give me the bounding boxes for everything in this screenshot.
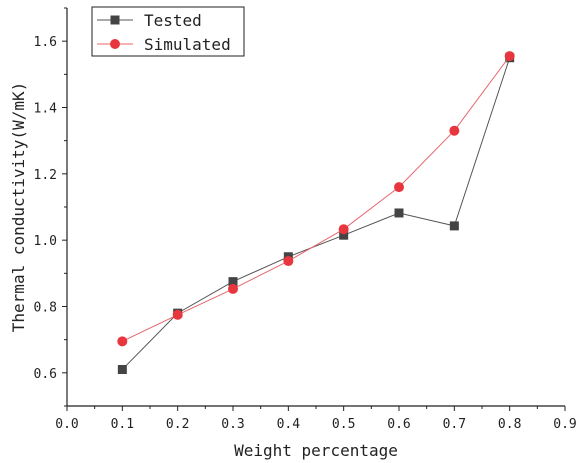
x-axis-title: Weight percentage: [234, 441, 398, 460]
y-tick-label: 1.6: [34, 35, 57, 50]
tested-point: [449, 221, 459, 231]
legend: Tested Simulated: [91, 6, 245, 57]
tested-series: [117, 53, 515, 375]
x-tick-label: 0.5: [332, 417, 355, 432]
y-tick-label: 1.4: [34, 102, 58, 117]
tested-point: [228, 277, 238, 287]
y-tick-label: 1.0: [34, 234, 57, 249]
simulated-legend-label: Simulated: [144, 35, 231, 54]
x-tick-label: 0.1: [111, 417, 134, 432]
tested-legend-label: Tested: [144, 11, 202, 30]
x-tick-label: 0.2: [166, 417, 189, 432]
x-tick-label: 0.0: [55, 417, 78, 432]
y-tick-label: 1.2: [34, 168, 57, 183]
simulated-series: [117, 51, 515, 347]
x-tick-label: 0.3: [221, 417, 244, 432]
simulated-point: [228, 283, 238, 294]
simulated-point: [504, 51, 515, 62]
y-tick-label: 0.8: [34, 301, 57, 316]
x-tick-label: 0.4: [277, 417, 301, 432]
tested-line: [121, 57, 511, 370]
y-tick-label: 0.6: [34, 367, 57, 382]
simulated-point: [117, 336, 128, 347]
tested-legend-marker: [110, 15, 120, 25]
x-tick-label: 0.8: [498, 417, 521, 432]
x-tick-label: 0.7: [443, 417, 466, 432]
simulated-point: [338, 224, 349, 235]
simulated-point: [172, 309, 183, 320]
simulated-legend-marker: [110, 39, 120, 49]
simulated-point: [283, 256, 294, 267]
y-axis-title: Thermal conductivity(W/mK): [9, 82, 28, 332]
series-layer: [117, 51, 515, 375]
simulated-line: [122, 55, 511, 342]
tested-point: [339, 230, 349, 240]
simulated-point: [449, 125, 460, 136]
tested-point: [117, 365, 127, 375]
x-tick-label: 0.9: [553, 417, 576, 432]
x-tick-label: 0.6: [387, 417, 410, 432]
axes: 0.0 0.1 0.2 0.3 0.4 0.5 0.6 0.7 0.8 0.9 0.6 0.8 1.0 1…: [34, 7, 576, 432]
tested-point: [394, 208, 404, 218]
simulated-point: [394, 182, 404, 193]
